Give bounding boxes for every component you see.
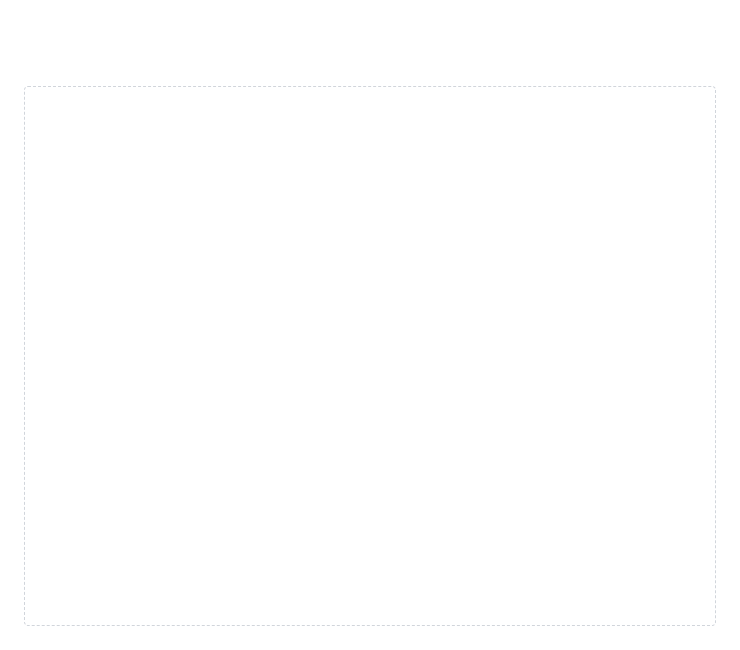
page-notice xyxy=(24,54,716,70)
page-title xyxy=(24,24,716,46)
content-area xyxy=(24,86,716,626)
